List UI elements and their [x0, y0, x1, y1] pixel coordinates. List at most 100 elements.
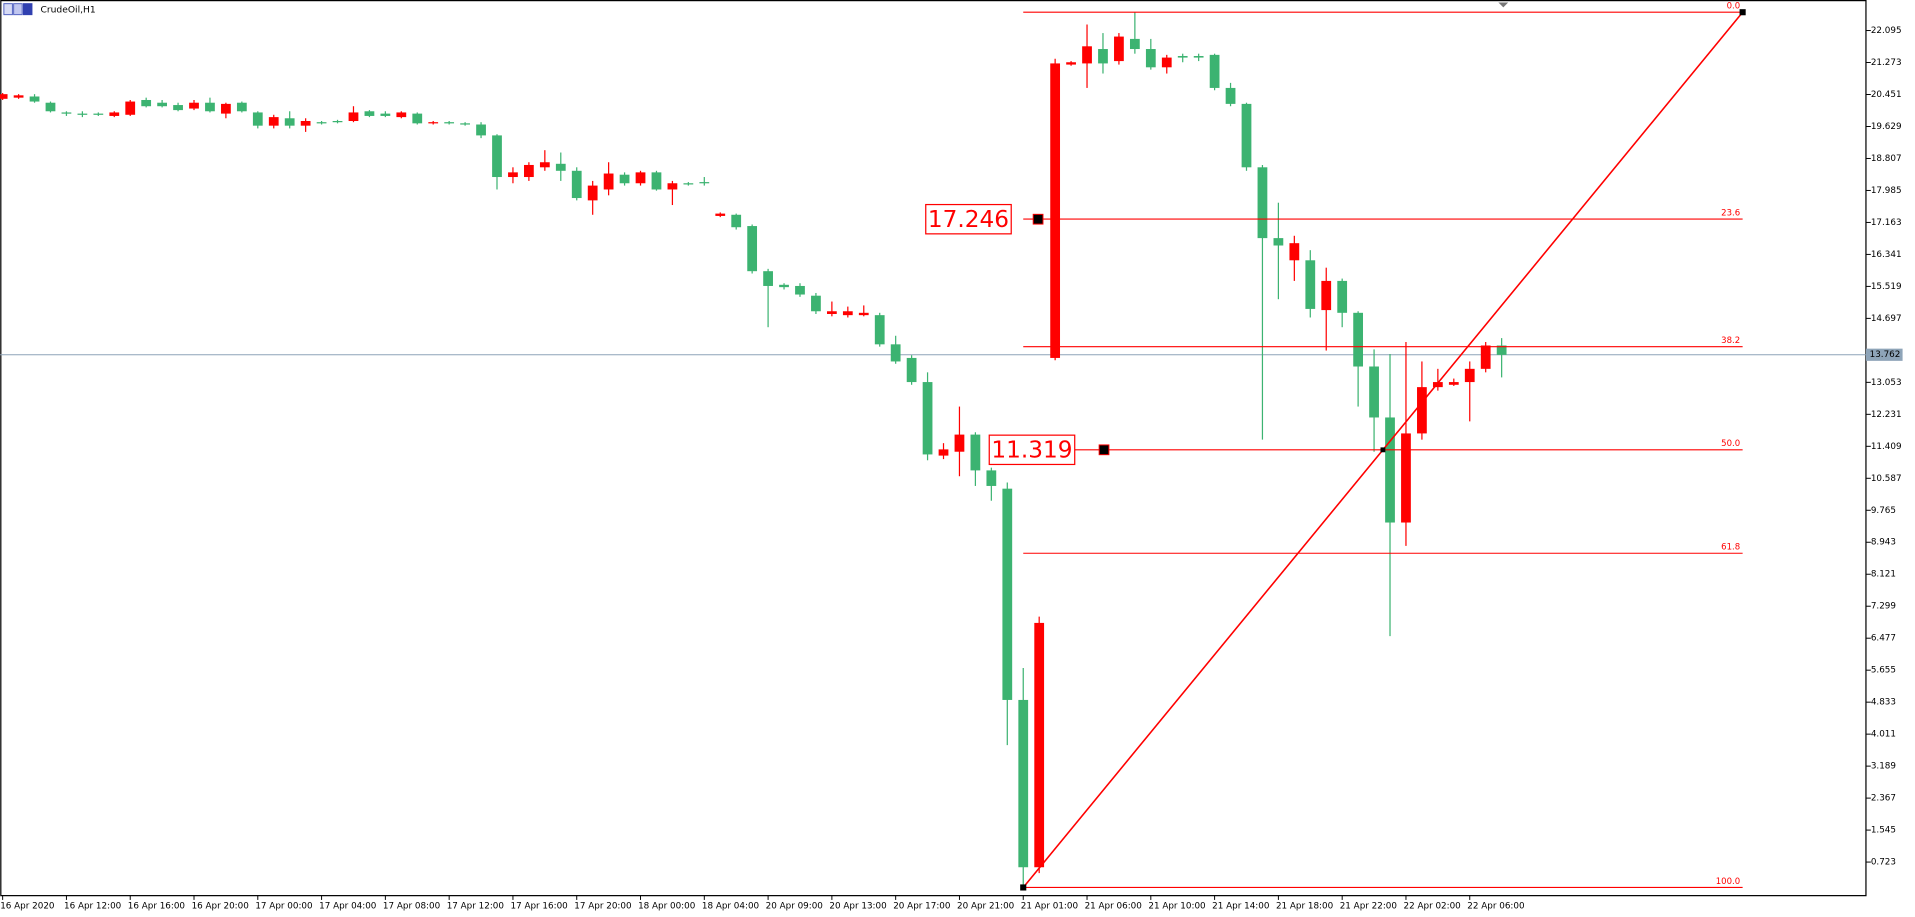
x-tick-label: 16 Apr 20:00: [192, 902, 249, 912]
chart-icon: [13, 3, 23, 16]
x-tick-label: 20 Apr 17:00: [893, 902, 950, 912]
candle-body: [300, 121, 311, 126]
candle-body: [364, 111, 375, 116]
shift-marker: [1498, 2, 1509, 8]
candle-body: [1385, 417, 1395, 523]
x-tick-label: 16 Apr 16:00: [128, 902, 185, 912]
candle-body: [1480, 345, 1491, 369]
candle-body: [858, 312, 869, 316]
candle-body: [1129, 38, 1140, 50]
x-tick-label: 21 Apr 18:00: [1276, 902, 1333, 912]
x-tick-label: 22 Apr 02:00: [1404, 902, 1461, 912]
y-tick-label: 21.273: [1871, 58, 1902, 68]
y-tick-label: 7.299: [1871, 602, 1896, 612]
x-tick-label: 21 Apr 14:00: [1212, 902, 1269, 912]
candle-body: [316, 122, 327, 124]
candle-body: [492, 135, 502, 178]
price-label-box: [988, 434, 1076, 466]
candle-body: [1241, 103, 1252, 168]
fib-level-label: 100.0: [1716, 877, 1740, 887]
x-tick-label: 21 Apr 06:00: [1085, 902, 1142, 912]
candle-body: [524, 164, 534, 178]
y-tick-label: 1.545: [1871, 826, 1896, 836]
candle-body: [380, 113, 391, 116]
candle-body: [1082, 46, 1092, 64]
candle-body: [1177, 56, 1188, 58]
y-tick-label: 14.697: [1871, 314, 1902, 324]
y-tick-label: 9.765: [1871, 506, 1896, 516]
candle-body: [603, 173, 614, 190]
price-label: 11.319: [991, 437, 1072, 464]
candle-body: [635, 172, 646, 184]
candle-body: [29, 96, 40, 102]
candle-body: [252, 112, 263, 126]
candle-body: [1305, 260, 1316, 309]
anchor-point: [1380, 447, 1386, 453]
candle-body: [460, 123, 470, 125]
candle-body: [954, 434, 965, 452]
x-tick-label: 16 Apr 2020: [0, 902, 54, 912]
y-tick-label: 17.985: [1871, 186, 1902, 196]
candle-body: [906, 357, 917, 383]
y-tick-label: 8.943: [1871, 538, 1896, 548]
candle-body: [667, 183, 678, 190]
y-tick-label: 16.341: [1871, 250, 1902, 260]
candle-body: [173, 105, 183, 111]
y-tick-label: 22.095: [1871, 26, 1902, 36]
chart-icon: [22, 3, 33, 16]
candle-body: [986, 470, 997, 486]
x-tick-label: 16 Apr 12:00: [64, 902, 121, 912]
candle-body: [587, 185, 598, 201]
y-tick-label: 13.053: [1871, 378, 1902, 388]
candle-body: [221, 103, 231, 114]
candle-body: [1034, 622, 1045, 868]
candle-body: [1002, 488, 1013, 700]
candle-body: [619, 174, 630, 184]
candle-body: [1114, 36, 1124, 62]
candle-body: [1417, 387, 1427, 434]
candle-body: [332, 121, 343, 123]
candle-body: [683, 183, 694, 185]
candle-body: [157, 102, 167, 107]
price-label-box: [925, 203, 1012, 235]
y-tick-label: 6.477: [1871, 634, 1896, 644]
candle-body: [1161, 57, 1172, 68]
candle-body: [45, 102, 56, 112]
candle-body: [842, 311, 853, 316]
candle-body: [1401, 433, 1411, 523]
x-tick-label: 22 Apr 06:00: [1467, 902, 1524, 912]
y-tick-label: 17.163: [1871, 218, 1902, 228]
y-tick-label: 12.231: [1871, 410, 1902, 420]
candle-body: [476, 124, 486, 136]
candle-body: [922, 382, 933, 455]
candle-body: [1066, 62, 1076, 65]
candle-body: [795, 285, 805, 295]
candle-body: [1353, 312, 1364, 367]
fib-level-label: 50.0: [1721, 439, 1740, 449]
candle-body: [508, 172, 518, 178]
candle-body: [1432, 382, 1443, 388]
candle-body: [1209, 54, 1220, 88]
candle-body: [0, 94, 8, 99]
candle-body: [1145, 49, 1156, 68]
y-tick-label: 0.723: [1871, 858, 1896, 868]
current-price-tag: [1865, 348, 1903, 361]
candle-body: [539, 162, 550, 168]
y-tick-label: 10.587: [1871, 474, 1902, 484]
candle-body: [1448, 382, 1459, 385]
candle-body: [826, 311, 837, 314]
x-tick-label: 17 Apr 08:00: [383, 902, 440, 912]
x-tick-label: 17 Apr 00:00: [255, 902, 312, 912]
candle-body: [1257, 167, 1268, 239]
x-tick-label: 17 Apr 16:00: [511, 902, 568, 912]
candle-body: [699, 182, 710, 184]
y-tick-label: 3.189: [1871, 762, 1896, 772]
anchor-point: [1020, 884, 1027, 891]
x-tick-label: 17 Apr 12:00: [447, 902, 504, 912]
candle-body: [890, 344, 901, 362]
candle-body: [970, 434, 981, 471]
candle-body: [874, 315, 885, 345]
candle-body: [811, 295, 821, 312]
candle-body: [1050, 63, 1061, 358]
